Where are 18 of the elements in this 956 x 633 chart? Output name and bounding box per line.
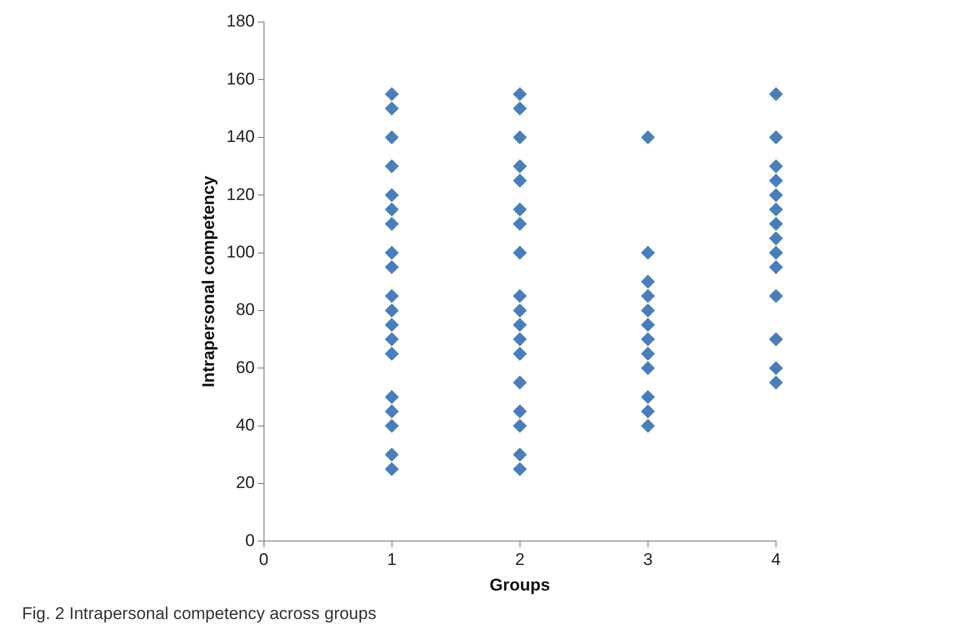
y-tick-label: 160 (226, 69, 255, 88)
x-tick-label: 4 (771, 550, 781, 570)
x-tick-label: 2 (515, 550, 525, 570)
y-tick-label: 60 (236, 358, 255, 377)
x-tick-label: 1 (387, 550, 397, 570)
x-axis-title: Groups (490, 575, 550, 594)
caption: Fig. 2 Intrapersonal competency across groups (22, 604, 376, 624)
y-tick-label: 180 (226, 12, 255, 31)
x-tick-label: 0 (259, 550, 268, 570)
y-tick-label: 140 (226, 127, 255, 146)
y-axis-title: Intrapersonal competency (198, 175, 218, 388)
y-tick-label: 80 (236, 300, 255, 320)
y-tick-label: 40 (236, 416, 255, 435)
x-tick-label: 3 (643, 550, 653, 570)
y-tick-label: 100 (226, 242, 255, 262)
y-tick-label: 120 (226, 184, 255, 204)
y-tick-label: 0 (245, 530, 255, 550)
y-tick-label: 20 (236, 473, 255, 492)
